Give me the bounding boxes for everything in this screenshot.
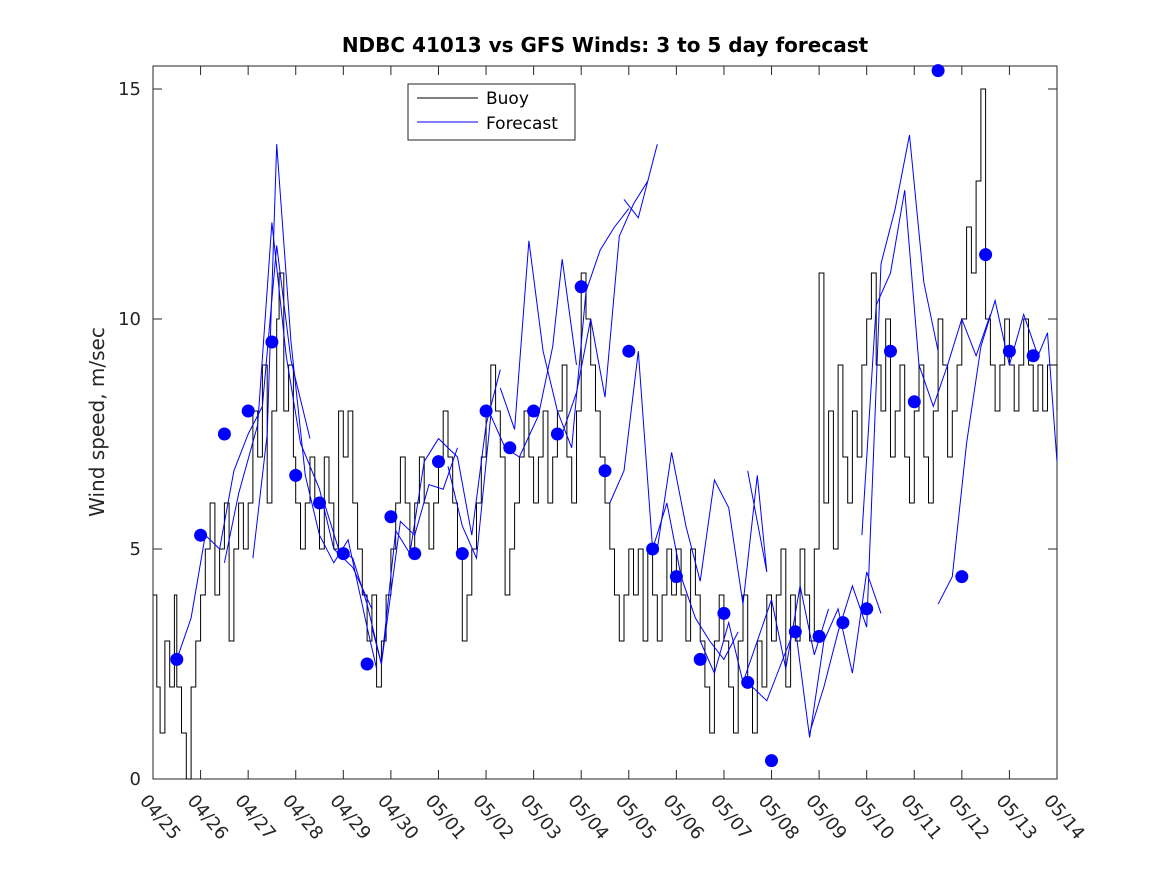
- forecast-marker-29: [836, 616, 850, 630]
- forecast-marker-32: [907, 395, 921, 409]
- forecast-marker-11: [408, 547, 422, 561]
- forecast-marker-12: [432, 455, 445, 469]
- forecast-marker-25: [741, 675, 755, 689]
- forecast-run-line-7: [499, 208, 630, 448]
- forecast-run-line-1: [176, 245, 311, 660]
- forecast-run-line-14: [861, 190, 991, 536]
- forecast-marker-15: [503, 441, 517, 455]
- forecast-marker-24: [717, 606, 731, 620]
- forecast-marker-20: [622, 344, 636, 358]
- forecast-marker-36: [1002, 344, 1016, 358]
- y-tick-label-5: 5: [130, 539, 141, 560]
- forecast-run-line-3: [252, 144, 378, 669]
- forecast-run-line-11: [699, 585, 830, 685]
- forecast-marker-16: [527, 404, 541, 418]
- y-tick-label-0: 0: [130, 769, 141, 790]
- legend-box: [407, 83, 576, 141]
- forecast-marker-19: [598, 464, 612, 478]
- forecast-marker-5: [265, 335, 279, 349]
- forecast-marker-22: [669, 570, 683, 584]
- forecast-marker-1: [170, 652, 184, 666]
- forecast-run-line-12: [752, 571, 882, 738]
- legend-buoy-label: Buoy: [486, 89, 529, 109]
- forecast-marker-17: [550, 427, 564, 441]
- forecast-marker-7: [313, 496, 326, 510]
- plot-area: [152, 65, 1058, 780]
- forecast-run-line-13: [809, 134, 939, 734]
- forecast-marker-28: [812, 629, 826, 643]
- forecast-run-line-9: [609, 351, 739, 661]
- forecast-marker-26: [765, 754, 778, 768]
- y-tick-label-10: 10: [118, 309, 141, 330]
- chart-title: NDBC 41013 vs GFS Winds: 3 to 5 day fore…: [342, 33, 869, 57]
- y-tick-label-15: 15: [118, 79, 141, 100]
- legend: Buoy Forecast: [407, 83, 576, 141]
- forecast-marker-4: [241, 404, 255, 418]
- forecast-marker-3: [217, 427, 231, 441]
- forecast-marker-35: [979, 248, 993, 262]
- forecast-marker-37: [1026, 349, 1040, 363]
- forecast-marker-8: [336, 547, 350, 561]
- forecast-run-line-5: [371, 369, 501, 665]
- forecast-marker-6: [289, 468, 303, 482]
- legend-forecast-label: Forecast: [486, 114, 558, 134]
- forecast-marker-33: [931, 64, 945, 78]
- forecast-marker-13: [455, 547, 469, 561]
- forecast-marker-9: [360, 657, 374, 671]
- buoy-series-line: [153, 88, 1058, 780]
- forecast-marker-10: [384, 510, 398, 524]
- forecast-marker-31: [884, 344, 897, 358]
- forecast-run-line-15: [937, 298, 1058, 605]
- forecast-marker-2: [194, 528, 208, 542]
- forecast-run-line-8: [561, 144, 658, 435]
- forecast-marker-27: [788, 625, 802, 639]
- y-axis-label: Wind speed, m/sec: [85, 327, 109, 517]
- forecast-marker-34: [955, 570, 969, 584]
- forecast-run-line-10: [656, 452, 768, 605]
- forecast-marker-14: [479, 404, 493, 418]
- forecast-marker-23: [693, 652, 707, 666]
- forecast-marker-21: [646, 542, 660, 556]
- forecast-marker-30: [860, 602, 874, 616]
- forecast-marker-18: [574, 280, 588, 294]
- series-layer: [153, 64, 1058, 780]
